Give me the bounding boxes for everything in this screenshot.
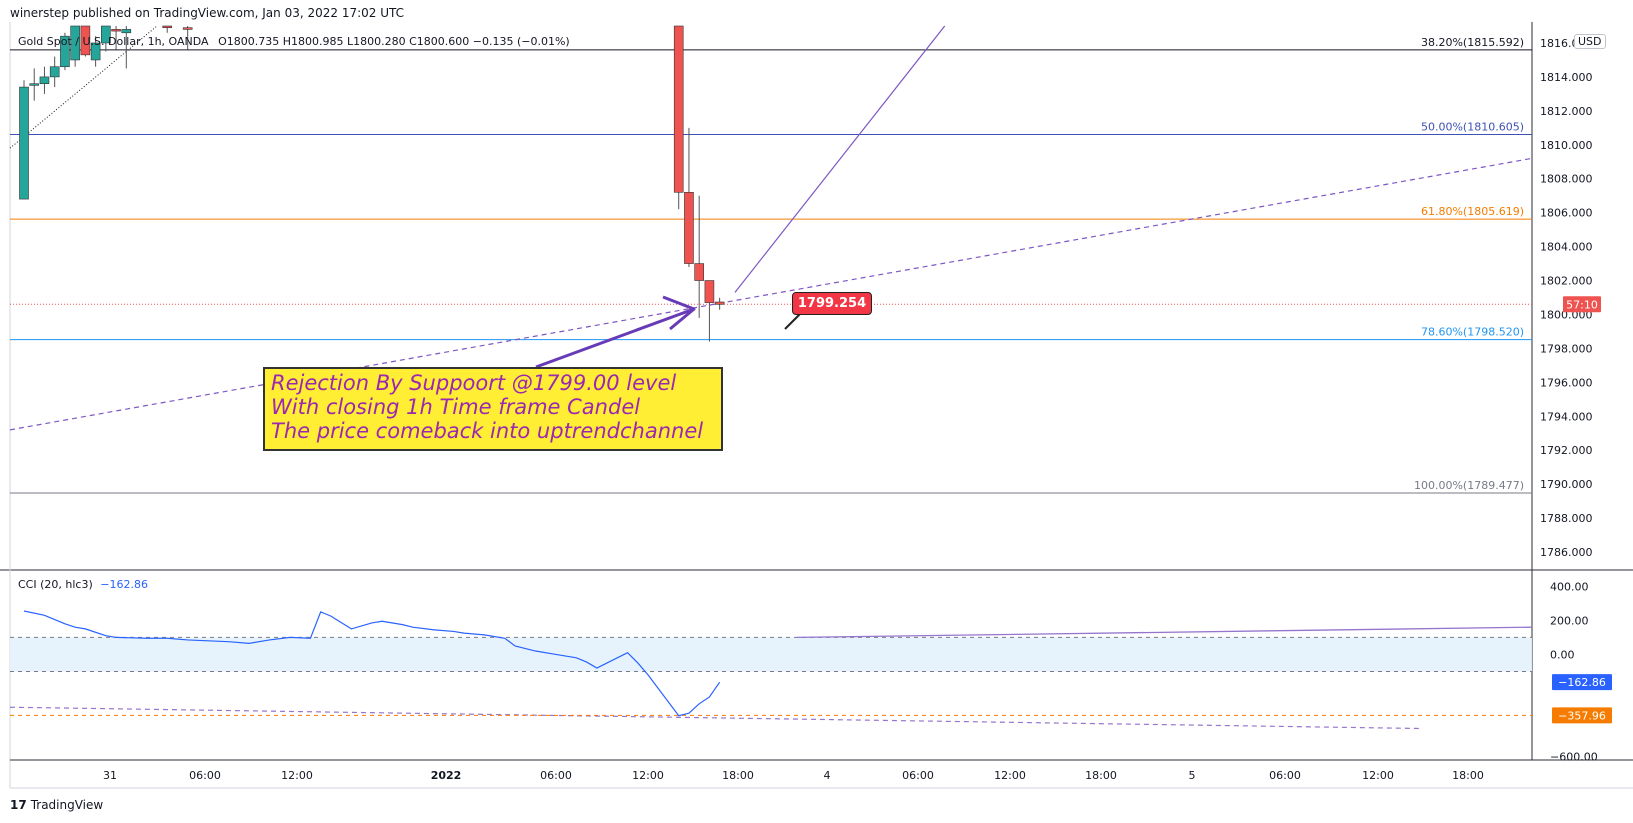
tradingview-logo-icon: 17 [10, 798, 27, 812]
time-tick-2: 12:00 [281, 769, 313, 782]
price-tick-14: 1814.000 [1540, 71, 1593, 84]
uptrend-channel-line [9, 157, 1533, 431]
cci-dashed-trend-line [9, 706, 1421, 730]
price-tick-0: 1786.000 [1540, 546, 1593, 559]
currency-button[interactable]: USD [1574, 34, 1606, 49]
candle-body-2 [39, 76, 50, 84]
price-tick-11: 1808.000 [1540, 173, 1593, 186]
cci-legend[interactable]: CCI (20, hlc3) −162.86 [18, 578, 148, 591]
time-tick-9: 12:00 [994, 769, 1026, 782]
publisher-line: winerstep published on TradingView.com, … [10, 6, 404, 20]
time-tick-1: 06:00 [189, 769, 221, 782]
candle-body-6 [80, 25, 91, 56]
price-tick-4: 1794.000 [1540, 410, 1593, 423]
annotation-line-1: Rejection By Suppoort @1799.00 level [271, 371, 677, 395]
price-tick-9: 1804.000 [1540, 241, 1593, 254]
price-tick-13: 1812.000 [1540, 105, 1593, 118]
time-tick-12: 06:00 [1269, 769, 1301, 782]
price-tick-2: 1790.000 [1540, 478, 1593, 491]
candle-body-1 [29, 83, 40, 86]
candle-body-16 [704, 280, 715, 303]
candle-body-0 [19, 86, 29, 200]
price-tick-5: 1796.000 [1540, 376, 1593, 389]
fib-level-label-2: 61.80%(1805.619) [1421, 205, 1524, 218]
candle-body-8 [101, 25, 111, 44]
time-tick-6: 18:00 [722, 769, 754, 782]
cci-value-label-box-1 [1552, 707, 1612, 724]
price-tick-1: 1788.000 [1540, 512, 1593, 525]
brand-name: TradingView [30, 798, 104, 812]
annotation-arrow-shaft [535, 307, 695, 369]
time-tick-7: 4 [824, 769, 831, 782]
cci-legend-title: CCI (20, hlc3) [18, 578, 93, 591]
time-tick-11: 5 [1189, 769, 1196, 782]
trend-line [734, 25, 946, 293]
time-tick-5: 12:00 [632, 769, 664, 782]
cci-tick-1: 200.00 [1550, 614, 1589, 627]
ohlc-values: O1800.735 H1800.985 L1800.280 C1800.600 … [218, 35, 570, 48]
fib-level-label-0: 38.20%(1815.592) [1421, 36, 1524, 49]
annotation-line-3: The price comeback into uptrendchannel [271, 419, 704, 443]
candle-body-12 [182, 27, 193, 30]
price-tick-8: 1802.000 [1540, 275, 1593, 288]
annotation-arrow-head [662, 295, 696, 331]
annotation-text-box[interactable]: Rejection By Suppoort @1799.00 level Wit… [263, 367, 723, 451]
time-tick-14: 18:00 [1452, 769, 1484, 782]
time-tick-8: 06:00 [902, 769, 934, 782]
time-tick-13: 12:00 [1362, 769, 1394, 782]
fib-level-label-3: 78.60%(1798.520) [1421, 326, 1524, 339]
price-tick-10: 1806.000 [1540, 207, 1593, 220]
candle-body-10 [121, 29, 132, 34]
time-tick-4: 06:00 [540, 769, 572, 782]
candle-body-13 [673, 25, 684, 193]
candle-body-15 [694, 263, 704, 281]
brand[interactable]: 17 TradingView [10, 798, 103, 812]
symbol-legend[interactable]: Gold Spot / U.S. Dollar, 1h, OANDA O1800… [18, 35, 570, 48]
candle-body-7 [90, 42, 101, 61]
cci-value-label-0: −162.86 [1558, 676, 1606, 689]
annotation-line-2: With closing 1h Time frame Candel [271, 395, 641, 419]
cci-value-label-box-0 [1552, 674, 1612, 691]
dotted-trend-line [9, 25, 158, 149]
time-tick-3: 2022 [431, 769, 462, 782]
time-tick-0: 31 [103, 769, 117, 782]
cci-tick-2: 0.00 [1550, 648, 1575, 661]
candle-body-3 [49, 66, 60, 78]
current-price-label: 57:10 [1566, 298, 1598, 311]
callout-pointer [784, 313, 801, 330]
fib-level-label-4: 100.00%(1789.477) [1414, 479, 1524, 492]
price-tick-3: 1792.000 [1540, 444, 1593, 457]
candle-body-4 [60, 35, 70, 68]
cci-band-fill [10, 637, 1532, 672]
current-price-label-box [1563, 296, 1601, 313]
cci-legend-value: −162.86 [100, 578, 148, 591]
candle-body-14 [684, 191, 694, 264]
published-text: winerstep published on TradingView.com, … [10, 6, 405, 20]
fib-level-label-1: 50.00%(1810.605) [1421, 121, 1524, 134]
price-tick-6: 1798.000 [1540, 342, 1593, 355]
candle-body-5 [70, 25, 80, 61]
price-callout[interactable]: 1799.254 [792, 292, 872, 315]
cci-tick-3: −600.00 [1550, 751, 1598, 764]
price-tick-12: 1810.000 [1540, 139, 1593, 152]
symbol-name[interactable]: Gold Spot / U.S. Dollar, 1h, OANDA [18, 35, 209, 48]
candle-body-9 [111, 29, 121, 32]
candle-body-11 [162, 25, 173, 28]
cci-value-label-1: −357.96 [1558, 709, 1606, 722]
cci-tick-0: 400.00 [1550, 580, 1589, 593]
time-tick-10: 18:00 [1085, 769, 1117, 782]
cci-trend-line [796, 626, 1533, 639]
cci-series-line [23, 610, 721, 717]
candle-body-17 [714, 301, 725, 305]
